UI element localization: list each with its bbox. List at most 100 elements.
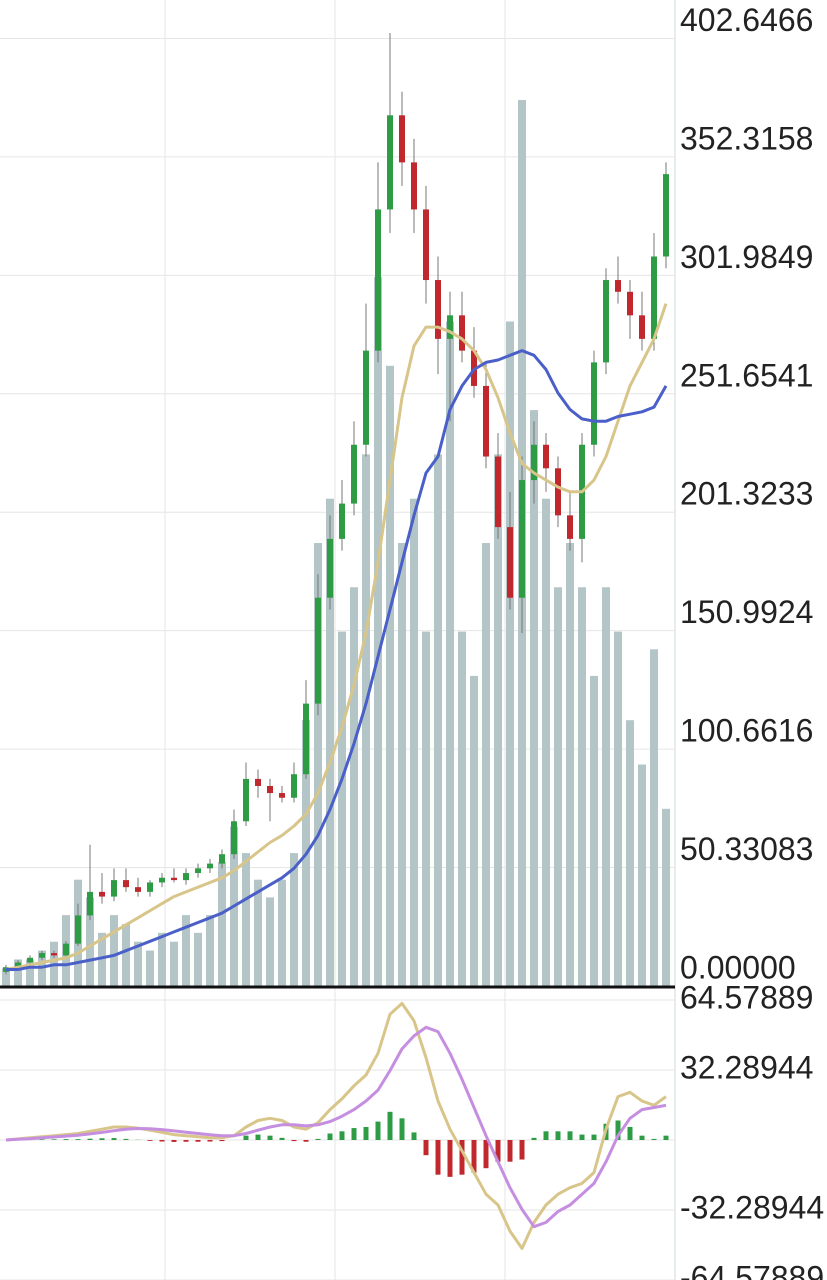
macd-bar bbox=[315, 1138, 321, 1140]
macd-bar bbox=[567, 1131, 573, 1140]
candle-body bbox=[435, 280, 441, 339]
macd-bar bbox=[447, 1140, 453, 1177]
candle-body bbox=[39, 953, 45, 958]
macd-bar bbox=[435, 1140, 441, 1175]
volume-bar bbox=[2, 968, 10, 986]
volume-bar bbox=[470, 675, 478, 986]
candle-body bbox=[27, 957, 33, 963]
candle-body bbox=[207, 863, 213, 869]
volume-bar bbox=[554, 587, 562, 986]
volume-bar bbox=[122, 923, 130, 986]
candle-body bbox=[183, 873, 189, 881]
y-tick-label: 64.57889 bbox=[680, 979, 813, 1015]
macd-bar bbox=[195, 1140, 201, 1142]
volume-bar bbox=[362, 454, 370, 986]
volume-bar bbox=[542, 498, 550, 986]
volume-bar bbox=[134, 941, 142, 986]
candle-body bbox=[603, 280, 609, 363]
macd-line bbox=[5, 1025, 667, 1229]
y-tick-label: 301.9849 bbox=[680, 239, 813, 275]
candle-body bbox=[447, 315, 453, 339]
macd-bar bbox=[87, 1138, 93, 1140]
candle-body bbox=[87, 891, 93, 916]
volume-bar bbox=[458, 631, 466, 986]
volume-bar bbox=[650, 649, 658, 986]
candle-body bbox=[555, 468, 561, 516]
macd-line bbox=[5, 1001, 667, 1250]
volume-bar bbox=[254, 879, 262, 986]
candle-body bbox=[519, 480, 525, 598]
macd-bar bbox=[579, 1134, 585, 1140]
volume-bar bbox=[446, 321, 454, 986]
macd-bar bbox=[351, 1128, 357, 1140]
volume-bar bbox=[98, 932, 106, 986]
candle-body bbox=[75, 915, 81, 944]
volume-bar bbox=[386, 365, 394, 986]
volume-bar bbox=[434, 454, 442, 986]
candle-body bbox=[459, 315, 465, 351]
volume-bar bbox=[110, 915, 118, 986]
macd-bar bbox=[375, 1121, 381, 1140]
candle-body bbox=[495, 456, 501, 528]
macd-bar bbox=[243, 1135, 249, 1140]
candle-body bbox=[303, 703, 309, 775]
macd-bar bbox=[663, 1135, 669, 1140]
candle-body bbox=[651, 256, 657, 339]
volume-bar bbox=[374, 277, 382, 986]
volume-bar bbox=[338, 631, 346, 986]
volume-bar bbox=[326, 498, 334, 986]
macd-bar bbox=[63, 1139, 69, 1140]
candle-body bbox=[411, 162, 417, 210]
macd-bar bbox=[207, 1140, 213, 1142]
y-tick-label: -32.28944 bbox=[680, 1189, 824, 1225]
candle-body bbox=[255, 778, 261, 786]
candle-body bbox=[231, 821, 237, 855]
candle-body bbox=[627, 291, 633, 316]
candle-body bbox=[123, 880, 129, 888]
y-tick-label: -64.57889 bbox=[680, 1259, 824, 1280]
ma-line bbox=[5, 303, 668, 971]
volume-bar bbox=[170, 941, 178, 986]
y-tick-label: 352.3158 bbox=[680, 120, 813, 156]
volume-bar bbox=[26, 959, 34, 986]
candle-body bbox=[135, 887, 141, 892]
macd-bar bbox=[39, 1139, 45, 1140]
volume-bar bbox=[662, 808, 670, 986]
volume-bar bbox=[194, 932, 202, 986]
candle-body bbox=[531, 444, 537, 481]
macd-bar bbox=[219, 1140, 225, 1142]
macd-bar bbox=[279, 1137, 285, 1140]
volume-bar bbox=[530, 410, 538, 987]
volume-bar bbox=[578, 587, 586, 986]
candle-body bbox=[591, 362, 597, 445]
volume-bar bbox=[506, 321, 514, 986]
candle-body bbox=[363, 350, 369, 445]
macd-bar bbox=[267, 1135, 273, 1140]
candle-body bbox=[375, 209, 381, 351]
macd-bar bbox=[339, 1131, 345, 1140]
volume-bar bbox=[314, 543, 322, 986]
macd-bar bbox=[99, 1138, 105, 1140]
macd-bar bbox=[651, 1138, 657, 1140]
candle-body bbox=[351, 444, 357, 504]
macd-bar bbox=[171, 1140, 177, 1142]
y-tick-label: 402.6466 bbox=[680, 2, 813, 38]
candle-body bbox=[507, 527, 513, 598]
volume-bar bbox=[566, 543, 574, 986]
macd-bar bbox=[627, 1126, 633, 1140]
candle-body bbox=[423, 209, 429, 281]
candle-body bbox=[567, 515, 573, 539]
ma-line bbox=[6, 349, 668, 971]
volume-bar bbox=[626, 720, 634, 986]
macd-bar bbox=[51, 1139, 57, 1140]
candle-body bbox=[147, 882, 153, 892]
candle-body bbox=[195, 868, 201, 874]
y-tick-label: 251.6541 bbox=[680, 357, 813, 393]
volume-bar bbox=[218, 861, 226, 986]
volume-bar bbox=[398, 543, 406, 986]
macd-bar bbox=[291, 1140, 297, 1142]
macd-bar bbox=[183, 1140, 189, 1142]
volume-bar bbox=[422, 631, 430, 986]
volume-bar bbox=[146, 950, 154, 986]
